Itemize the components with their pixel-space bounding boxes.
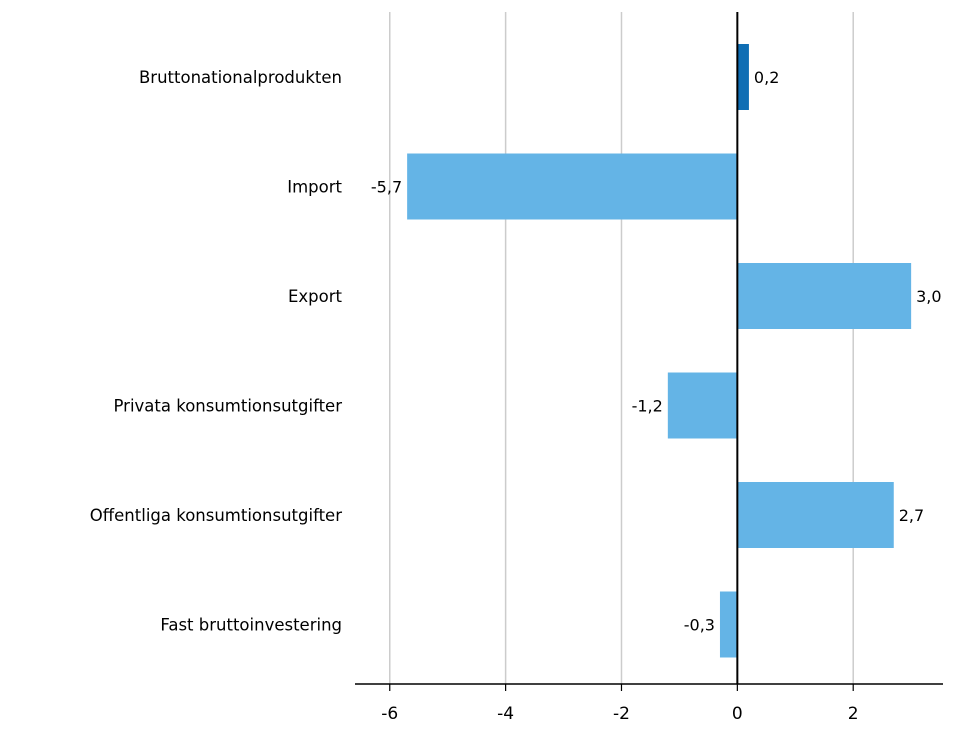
category-label: Bruttonationalprodukten (139, 68, 342, 87)
gridlines (389, 12, 854, 684)
bar (737, 263, 912, 329)
value-label: -0,3 (684, 616, 715, 635)
x-tick-label: -4 (497, 704, 514, 724)
bar (719, 591, 738, 658)
value-label: 3,0 (916, 287, 941, 306)
category-label: Offentliga konsumtionsutgifter (90, 506, 342, 525)
category-label: Privata konsumtionsutgifter (114, 397, 343, 416)
bar (737, 482, 894, 548)
value-label: 0,2 (754, 68, 779, 87)
bar (737, 44, 749, 110)
x-tick-label: -6 (381, 704, 398, 724)
x-axis: -6 -4 -2 0 2 (355, 683, 943, 724)
value-label: -5,7 (371, 178, 402, 197)
bar (667, 372, 738, 439)
x-tick-label: -2 (613, 704, 630, 724)
x-tick-label: 2 (848, 704, 859, 724)
bar (407, 153, 738, 220)
value-label: -1,2 (632, 397, 663, 416)
value-label: 2,7 (899, 506, 924, 525)
x-tick-label: 0 (732, 704, 743, 724)
category-label: Export (288, 287, 343, 306)
labels: Bruttonationalprodukten 0,2 Import -5,7 Expo… (90, 68, 942, 635)
category-label: Fast bruttoinvestering (160, 616, 342, 635)
category-label: Import (287, 178, 342, 197)
bars (407, 44, 912, 658)
